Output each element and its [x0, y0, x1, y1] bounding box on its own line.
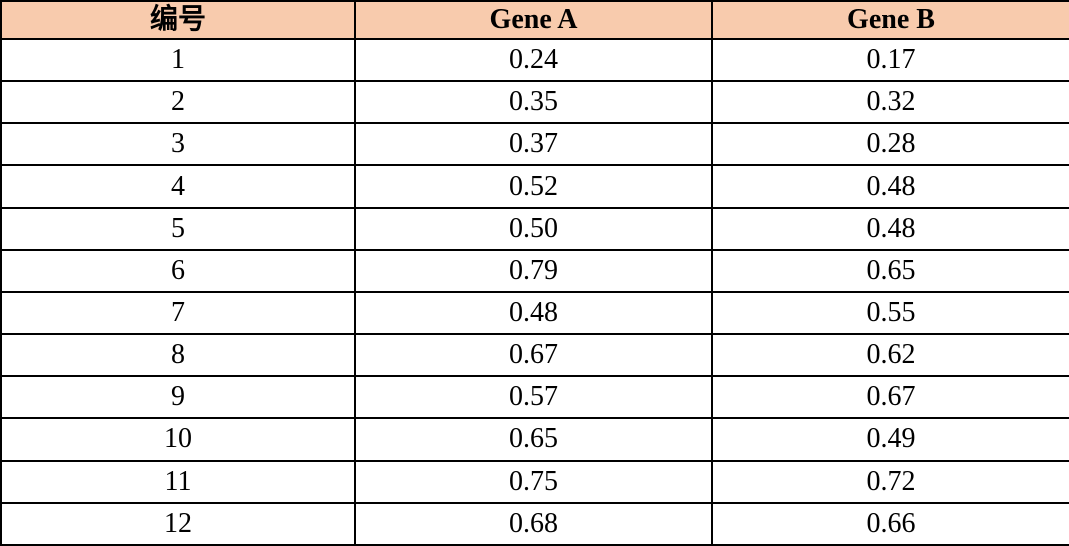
- table-row: 6 0.79 0.65: [0, 248, 1069, 293]
- table-row: 1 0.24 0.17: [0, 37, 1069, 83]
- header-cell-gene-a: Gene A: [354, 0, 713, 40]
- table-cell: 0.32: [711, 80, 1069, 125]
- table-cell: 8: [0, 333, 356, 378]
- table-body: 1 0.24 0.17 2 0.35 0.32 3 0.37 0.28 4 0.52 0.48 5 0.5…: [0, 37, 1069, 546]
- table-cell: 0.55: [711, 290, 1069, 336]
- table-header: 编号 Gene A Gene B: [0, 0, 1069, 40]
- table-cell: 9: [0, 375, 356, 420]
- header-cell-gene-b: Gene B: [711, 0, 1069, 40]
- table-cell: 0.65: [354, 417, 713, 462]
- table-cell: 0.75: [354, 459, 713, 504]
- table-cell: 3: [0, 122, 356, 167]
- table-cell: 1: [0, 37, 356, 83]
- table-cell: 0.52: [354, 164, 713, 209]
- table-cell: 0.37: [354, 122, 713, 167]
- table-row: 10 0.65 0.49: [0, 417, 1069, 462]
- table-cell: 0.62: [711, 333, 1069, 378]
- table-cell: 0.28: [711, 122, 1069, 167]
- table-row: 5 0.50 0.48: [0, 206, 1069, 251]
- table-cell: 5: [0, 206, 356, 251]
- table-cell: 0.48: [711, 164, 1069, 209]
- table-cell: 0.68: [354, 501, 713, 546]
- table-row: 2 0.35 0.32: [0, 80, 1069, 125]
- table-cell: 0.48: [711, 206, 1069, 251]
- table-cell: 0.67: [711, 375, 1069, 420]
- table-row: 12 0.68 0.66: [0, 501, 1069, 546]
- table-row: 3 0.37 0.28: [0, 122, 1069, 167]
- table-cell: 10: [0, 417, 356, 462]
- header-row: 编号 Gene A Gene B: [0, 0, 1069, 40]
- table-row: 11 0.75 0.72: [0, 459, 1069, 504]
- table-cell: 0.48: [354, 290, 713, 336]
- table-cell: 0.57: [354, 375, 713, 420]
- table-row: 4 0.52 0.48: [0, 164, 1069, 209]
- table-row: 8 0.67 0.62: [0, 333, 1069, 378]
- table-cell: 7: [0, 290, 356, 336]
- table-cell: 0.67: [354, 333, 713, 378]
- table-row: 7 0.48 0.55: [0, 290, 1069, 336]
- table-cell: 0.49: [711, 417, 1069, 462]
- table-cell: 11: [0, 459, 356, 504]
- header-cell-id: 编号: [0, 0, 356, 40]
- table-cell: 0.24: [354, 37, 713, 83]
- table-cell: 4: [0, 164, 356, 209]
- table-cell: 0.35: [354, 80, 713, 125]
- table-cell: 2: [0, 80, 356, 125]
- table-cell: 0.66: [711, 501, 1069, 546]
- table-cell: 0.50: [354, 206, 713, 251]
- table-cell: 12: [0, 501, 356, 546]
- table-cell: 0.79: [354, 248, 713, 293]
- table-cell: 0.65: [711, 248, 1069, 293]
- table-row: 9 0.57 0.67: [0, 375, 1069, 420]
- table-cell: 0.72: [711, 459, 1069, 504]
- table-cell: 0.17: [711, 37, 1069, 83]
- table-cell: 6: [0, 248, 356, 293]
